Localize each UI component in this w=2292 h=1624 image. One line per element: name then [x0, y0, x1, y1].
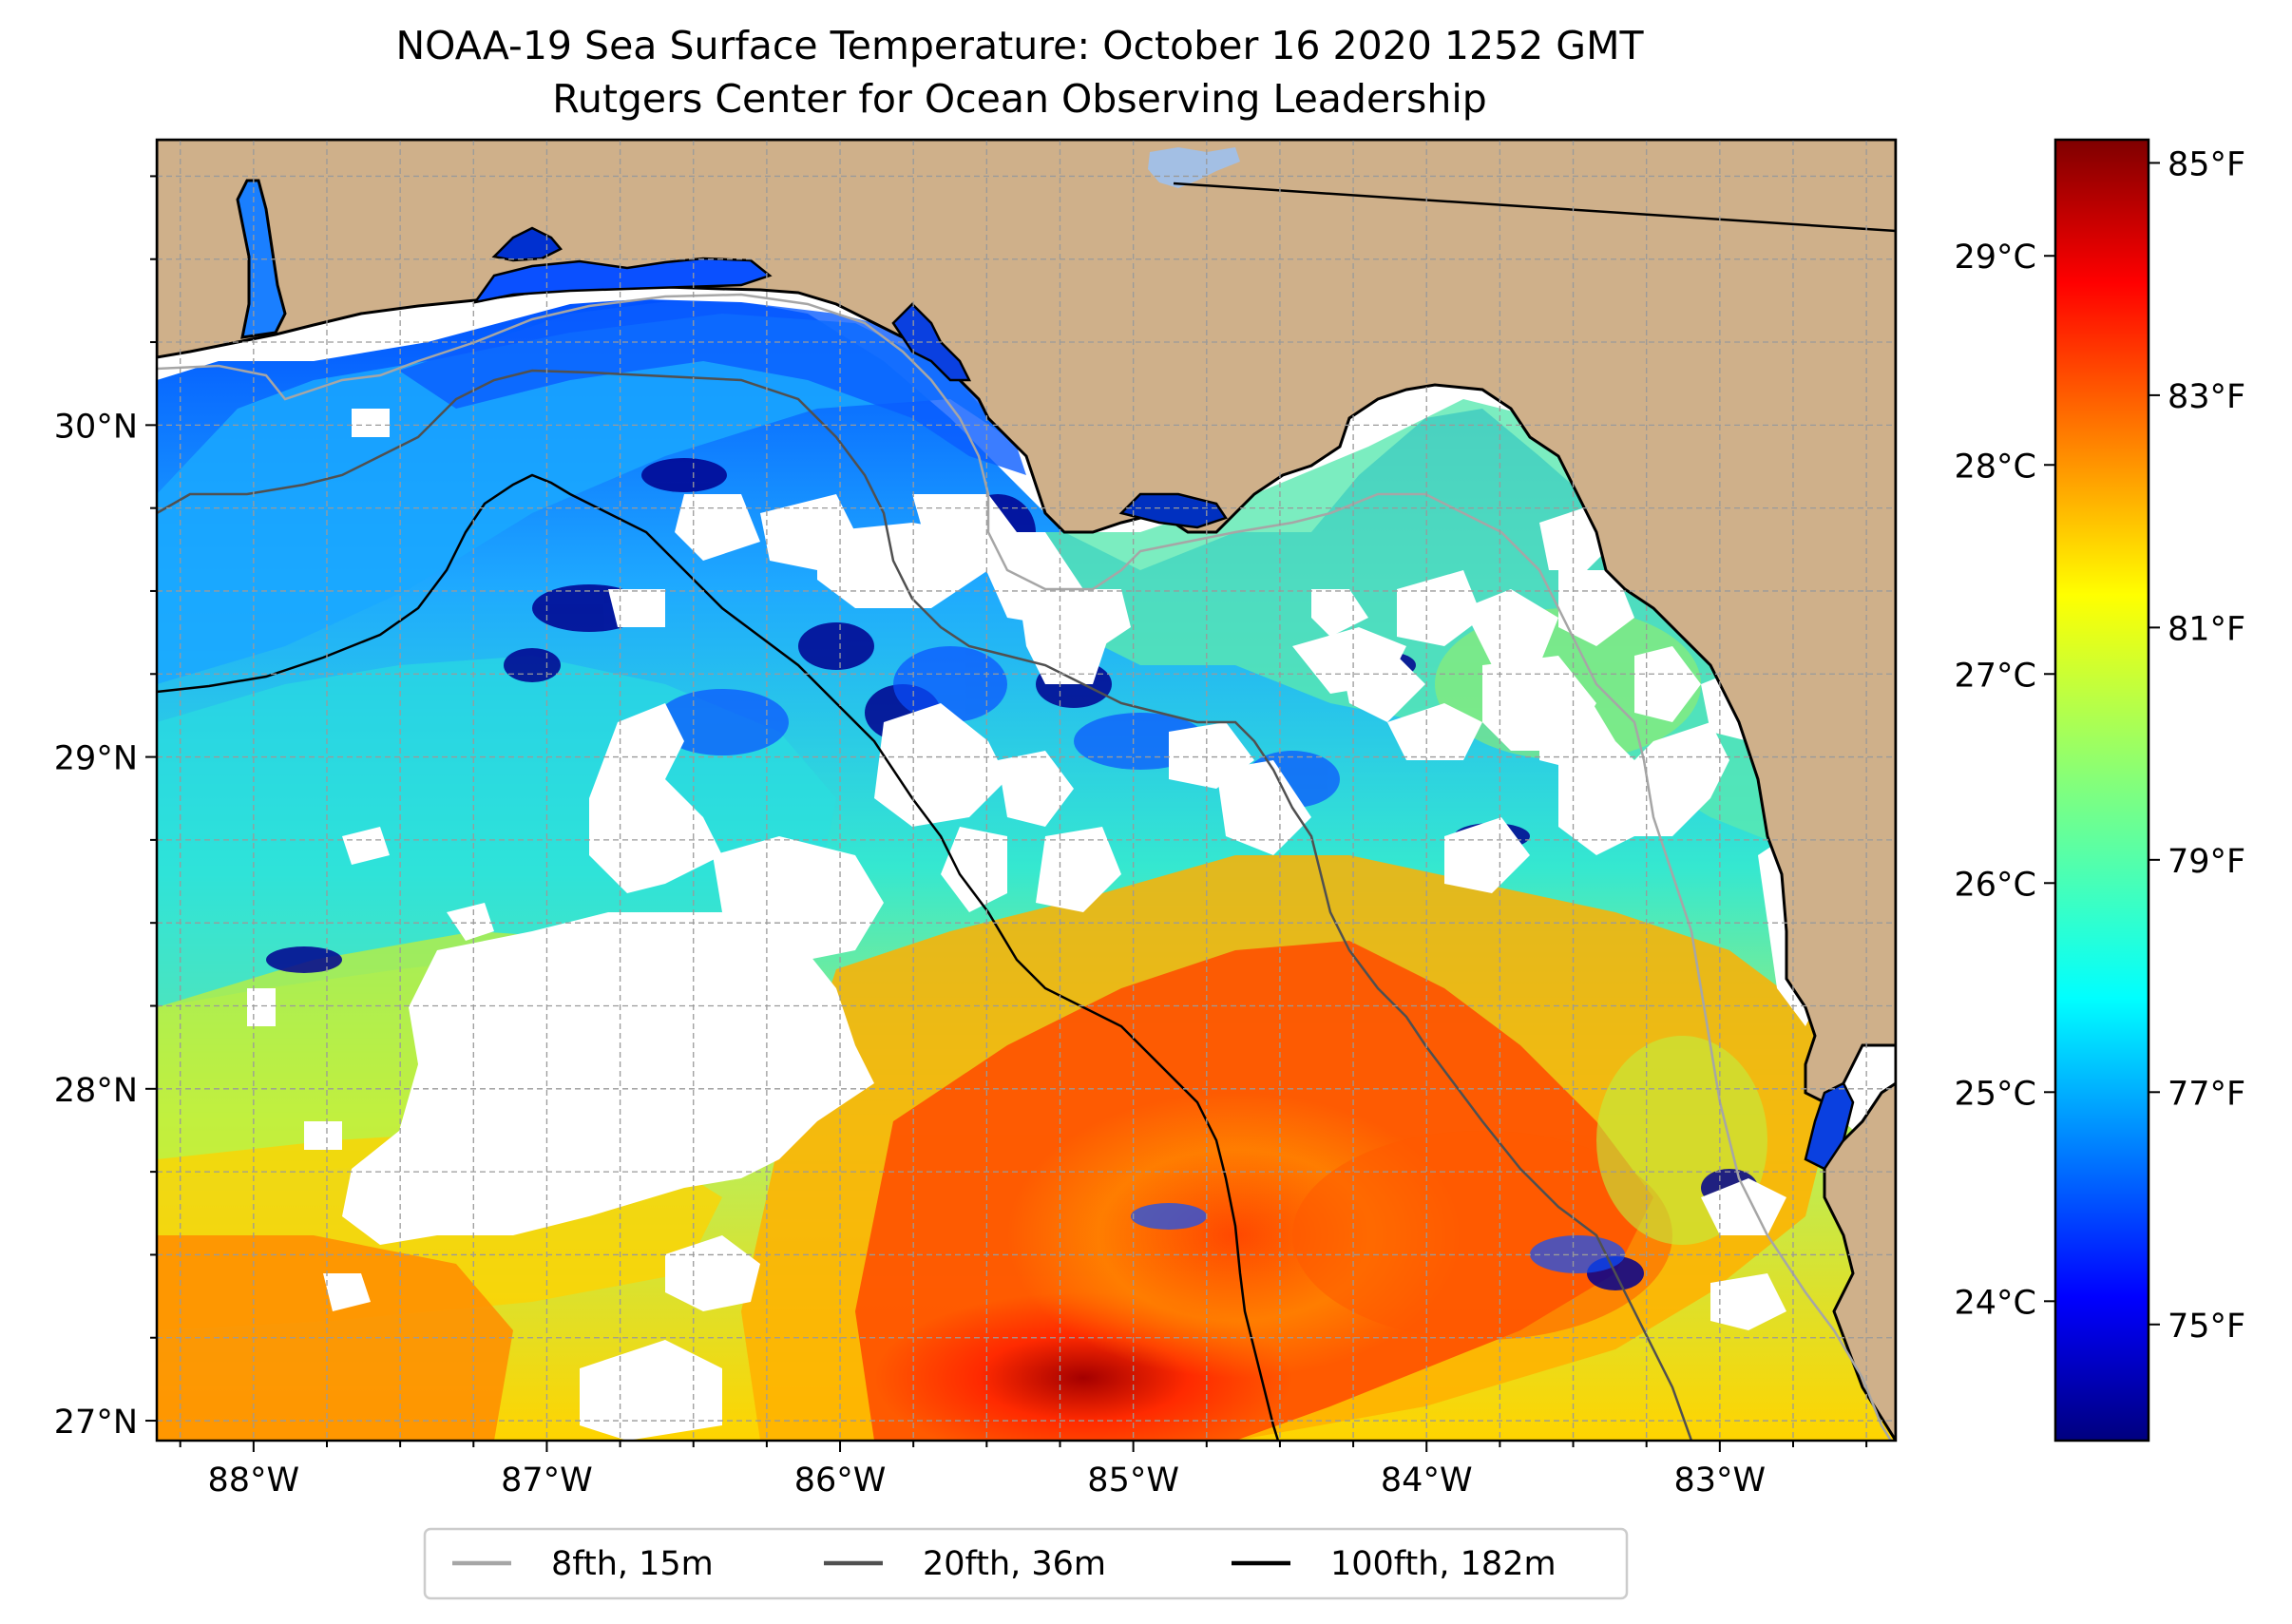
colorbar-celsius-ticks: 29°C 28°C 27°C 26°C 25°C 24°C [1955, 239, 2055, 1322]
pensacola-bay [472, 257, 773, 304]
colorbar: 85°F 83°F 81°F 79°F 77°F 75°F 29°C 28°C 27°C 26°… [1955, 138, 2245, 1442]
sst-field [157, 287, 1896, 1441]
contour-20fth [157, 369, 1693, 1441]
map-title-line2: Rutgers Center for Ocean Observing Leade… [552, 76, 1487, 122]
colorbar-f-label: 77°F [2168, 1075, 2245, 1113]
colorbar-c-label: 25°C [1955, 1075, 2036, 1113]
bathymetry-contours [157, 182, 1896, 1441]
map-title-line1: NOAA-19 Sea Surface Temperature: October… [395, 23, 1644, 68]
colorbar-f-label: 75°F [2168, 1308, 2245, 1346]
colorbar-c-label: 26°C [1955, 866, 2036, 904]
lon-tick-label: 88°W [208, 1462, 300, 1500]
land [157, 140, 1896, 1441]
sst-map [157, 140, 1896, 1441]
colorbar-c-label: 28°C [1955, 448, 2036, 486]
colorbar-f-label: 83°F [2168, 378, 2245, 416]
colorbar-fahrenheit-ticks: 85°F 83°F 81°F 79°F 77°F 75°F [2149, 145, 2245, 1346]
contour-100fth [157, 473, 1280, 1441]
lon-tick-label: 84°W [1381, 1462, 1473, 1500]
state-boundary [1173, 182, 1896, 233]
apalachicola-bay [1118, 492, 1228, 529]
colorbar-gradient [2053, 138, 2150, 1442]
lat-tick-label: 27°N [54, 1404, 138, 1442]
contour-8fth [157, 293, 1893, 1441]
lat-tick-label: 28°N [54, 1072, 138, 1110]
choctaw-bay [491, 226, 563, 262]
legend-label: 8fth, 15m [551, 1545, 714, 1583]
graticule [157, 140, 1896, 1441]
colorbar-c-label: 27°C [1955, 657, 2036, 695]
longitude-axis: 88°W 87°W 86°W 85°W 84°W 83°W [179, 1441, 1868, 1500]
map-frame [155, 138, 1898, 1442]
legend: 8fth, 15m 20fth, 36m 100fth, 182m [423, 1527, 1629, 1600]
colorbar-f-label: 81°F [2168, 610, 2245, 648]
colorbar-c-label: 29°C [1955, 239, 2036, 277]
lon-tick-label: 83°W [1674, 1462, 1767, 1500]
colorbar-f-label: 79°F [2168, 843, 2245, 881]
lat-tick-label: 30°N [54, 408, 138, 446]
land-north [157, 140, 1896, 1441]
lon-tick-label: 87°W [501, 1462, 593, 1500]
colorbar-f-label: 85°F [2168, 145, 2245, 183]
colorbar-c-label: 24°C [1955, 1284, 2036, 1322]
tampa-bay [1804, 1081, 1855, 1171]
legend-box [423, 1527, 1629, 1600]
latitude-axis: 30°N 29°N 28°N 27°N [54, 175, 157, 1442]
lat-tick-label: 29°N [54, 740, 138, 778]
lake [1148, 147, 1240, 188]
legend-label: 100fth, 182m [1330, 1545, 1557, 1583]
lon-tick-label: 86°W [794, 1462, 887, 1500]
lon-tick-label: 85°W [1087, 1462, 1179, 1500]
legend-label: 20fth, 36m [923, 1545, 1106, 1583]
